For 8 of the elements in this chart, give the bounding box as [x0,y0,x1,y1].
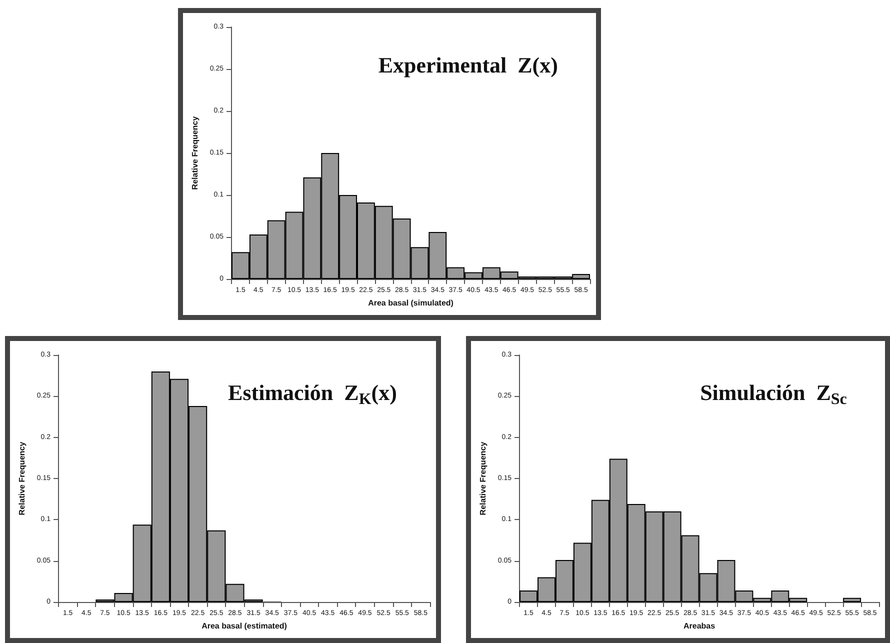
y-axis-title: Relative Frequency [478,441,488,516]
text: Experimental Z(x) [378,52,558,78]
y-axis-title: Relative Frequency [18,441,26,516]
y-axis-title: Relative Frequency [190,116,200,190]
x-axis-title: Area basal (estimated) [202,622,288,630]
x-axis-title: Areabas [683,622,716,630]
x-axis-title: Area basal (simulated) [368,298,454,308]
bar [843,598,862,602]
